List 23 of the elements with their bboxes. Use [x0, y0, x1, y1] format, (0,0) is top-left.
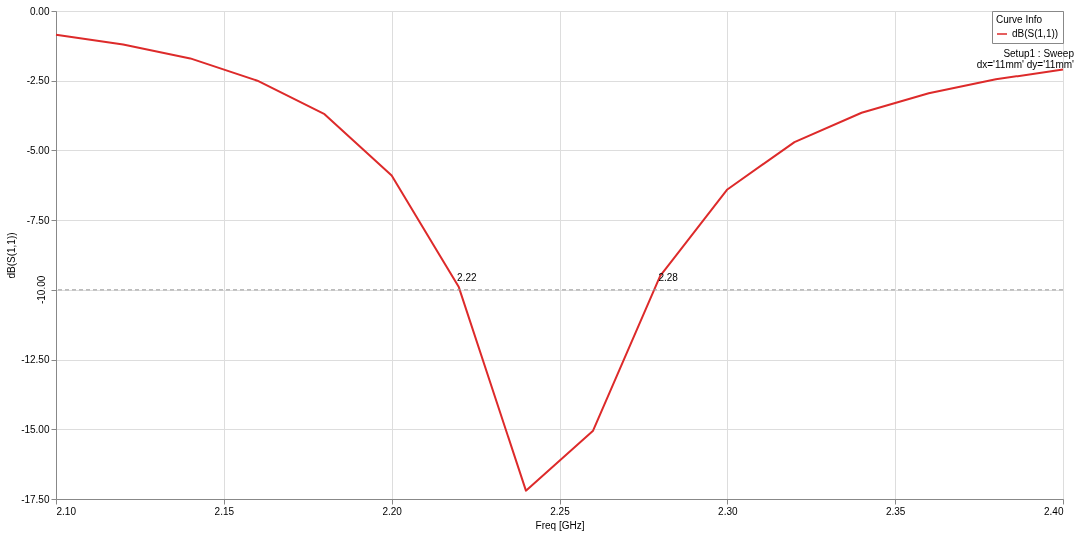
annotation: 2.28	[658, 271, 679, 283]
x-tick-label: 2.30	[718, 505, 738, 517]
annotation: dx='11mm' dy='11mm'	[976, 59, 1075, 70]
legend-title: Curve Info	[996, 14, 1043, 25]
x-tick-label: 2.15	[214, 505, 235, 517]
y-axis-title: dB(S(1,1))	[6, 232, 18, 279]
x-tick-label: 2.35	[885, 505, 906, 517]
x-tick-label: 2.10	[56, 505, 77, 517]
y-tick-label: -5.00	[26, 144, 50, 156]
y-tick-label: 0.00	[30, 5, 50, 17]
y-tick-label: -2.50	[26, 75, 50, 87]
y-tick-label: -17.50	[21, 493, 50, 505]
x-tick-label: 2.20	[382, 505, 403, 517]
y-tick-label: -15.00	[21, 423, 50, 435]
x-axis-title: Freq [GHz]	[535, 519, 585, 531]
x-tick-label: 2.40	[1044, 505, 1064, 517]
annotation: 2.22	[457, 271, 477, 283]
y-tick-label: -7.50	[26, 214, 50, 226]
y-tick-label: -12.50	[21, 354, 50, 366]
ref-line-label: -10.00	[36, 275, 47, 305]
legend-label: dB(S(1,1))	[1012, 28, 1059, 39]
annotation: Setup1 : Sweep	[1003, 48, 1075, 59]
x-tick-label: 2.25	[550, 505, 571, 517]
